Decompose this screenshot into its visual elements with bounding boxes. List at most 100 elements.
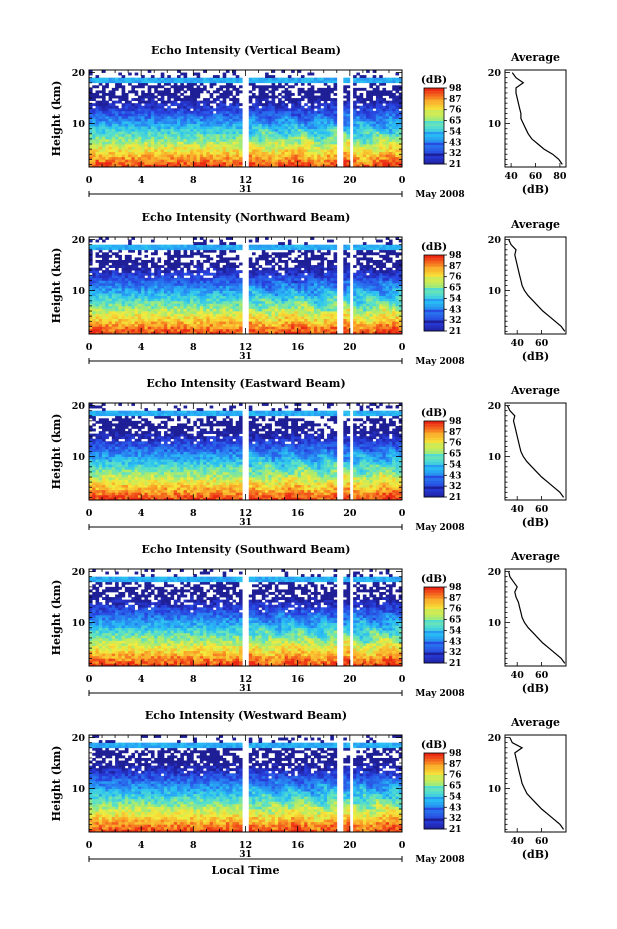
heatmap-cell xyxy=(346,133,351,137)
heatmap-cell xyxy=(287,108,292,112)
heatmap-cell xyxy=(313,77,318,81)
heatmap-cell xyxy=(128,121,132,124)
heatmap-cell xyxy=(395,123,400,127)
heatmap-cell xyxy=(209,138,214,142)
heatmap-cell xyxy=(258,108,263,112)
heatmap-cell xyxy=(199,290,204,294)
heatmap-cell xyxy=(144,300,149,304)
heatmap-cell xyxy=(170,131,175,135)
heatmap-cell xyxy=(235,164,240,168)
heatmap-cell xyxy=(203,100,207,104)
heatmap-cell xyxy=(291,146,295,150)
heatmap-cell xyxy=(183,247,188,251)
heatmap-cell xyxy=(196,285,201,289)
heatmap-cell xyxy=(173,244,178,248)
heatmap-cell xyxy=(137,133,142,137)
heatmap-cell xyxy=(232,311,237,314)
heatmap-cell xyxy=(392,133,396,137)
heatmap-cell xyxy=(180,262,184,266)
heatmap-cell xyxy=(89,316,93,320)
heatmap-cell xyxy=(177,249,181,253)
heatmap-cell xyxy=(124,308,129,312)
heatmap-cell xyxy=(128,146,132,150)
heatmap-cell xyxy=(157,267,162,271)
heatmap-cell xyxy=(366,154,370,158)
heatmap-cell xyxy=(313,144,318,147)
heatmap-cell xyxy=(219,275,224,279)
heatmap-cell xyxy=(333,123,338,127)
heatmap-cell xyxy=(258,295,263,299)
heatmap-cell xyxy=(167,123,171,127)
heatmap-cell xyxy=(206,98,210,101)
heatmap-cell xyxy=(395,98,400,101)
heatmap-cell xyxy=(268,262,272,266)
heatmap-cell xyxy=(268,280,272,284)
heatmap-cell xyxy=(89,305,93,309)
heatmap-cell xyxy=(310,136,315,140)
heatmap-cell xyxy=(128,77,132,81)
heatmap-cell xyxy=(167,252,171,256)
heatmap-cell xyxy=(219,280,224,284)
heatmap-cell xyxy=(274,105,279,109)
heatmap-cell xyxy=(343,121,347,124)
heatmap-cell xyxy=(134,144,139,147)
heatmap-cell xyxy=(115,331,119,335)
heatmap-cell xyxy=(128,303,132,307)
heatmap-cell xyxy=(124,331,129,335)
heatmap-cell xyxy=(346,136,351,140)
heatmap-cell xyxy=(89,323,93,327)
heatmap-cell xyxy=(330,77,334,81)
heatmap-cell xyxy=(157,316,162,320)
heatmap-cell xyxy=(173,100,178,104)
heatmap-cell xyxy=(274,123,279,127)
heatmap-cell xyxy=(203,131,207,135)
heatmap-cell xyxy=(124,146,129,150)
heatmap-cell xyxy=(255,105,259,109)
heatmap-cell xyxy=(307,82,312,86)
heatmap-cell xyxy=(190,288,194,291)
heatmap-cell xyxy=(343,108,347,112)
heatmap-cell xyxy=(219,300,224,304)
heatmap-cell xyxy=(173,282,178,286)
heatmap-cell xyxy=(225,77,230,81)
heatmap-cell xyxy=(167,247,171,251)
heatmap-cell xyxy=(258,128,263,132)
heatmap-cell xyxy=(173,110,178,114)
heatmap-cell xyxy=(199,164,204,168)
heatmap-cell xyxy=(98,318,103,322)
heatmap-cell xyxy=(271,300,276,304)
heatmap-cell xyxy=(167,100,171,104)
heatmap-cell xyxy=(98,149,103,153)
heatmap-cell xyxy=(219,138,224,142)
heatmap-cell xyxy=(271,272,276,276)
heatmap-cell xyxy=(199,326,204,330)
heatmap-cell xyxy=(199,285,204,289)
heatmap-cell xyxy=(225,108,230,112)
heatmap-cell xyxy=(177,288,181,291)
heatmap-cell xyxy=(320,118,325,122)
heatmap-cell xyxy=(258,100,263,104)
heatmap-cell xyxy=(375,126,380,130)
heatmap-cell xyxy=(395,159,400,163)
heatmap-cell xyxy=(343,164,347,168)
heatmap-cell xyxy=(128,159,132,163)
heatmap-cell xyxy=(209,300,214,304)
heatmap-cell xyxy=(265,95,269,99)
heatmap-cell xyxy=(261,288,266,291)
heatmap-cell xyxy=(118,115,122,119)
heatmap-cell xyxy=(118,311,122,314)
heatmap-cell xyxy=(320,151,325,155)
heatmap-cell xyxy=(150,85,155,89)
heatmap-cell xyxy=(154,159,158,163)
heatmap-cell xyxy=(128,280,132,284)
heatmap-cell xyxy=(141,133,145,137)
heatmap-cell xyxy=(111,318,116,322)
heatmap-cell xyxy=(362,131,367,135)
heatmap-cell xyxy=(261,267,266,271)
heatmap-cell xyxy=(271,290,276,294)
heatmap-cell xyxy=(150,80,155,84)
heatmap-cell xyxy=(163,133,168,137)
heatmap-cell xyxy=(173,141,178,145)
heatmap-cell xyxy=(258,316,263,320)
heatmap-cell xyxy=(137,267,142,271)
